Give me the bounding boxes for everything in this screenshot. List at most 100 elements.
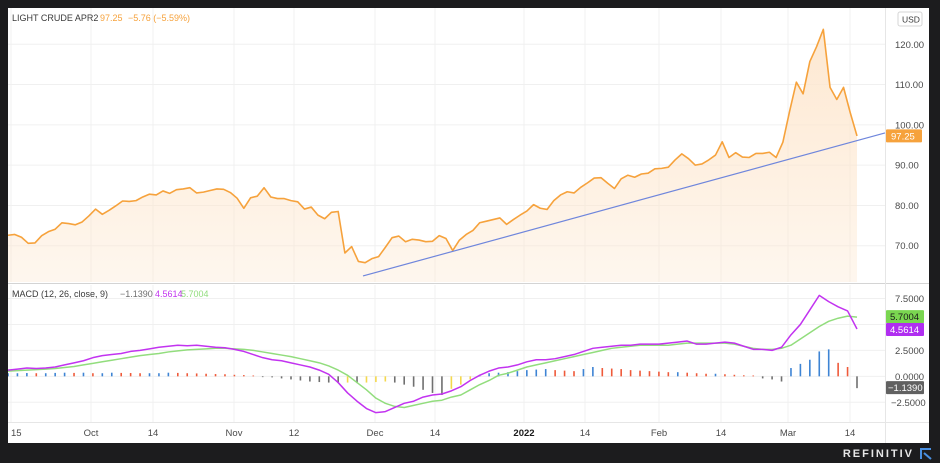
histogram-bar <box>658 371 660 377</box>
histogram-bar <box>16 373 19 377</box>
time-tick-label: Mar <box>780 428 796 439</box>
price-tick-label: 70.00 <box>895 241 919 252</box>
histogram-bar <box>365 376 368 383</box>
histogram-bar <box>837 362 839 377</box>
time-tick-label: 14 <box>716 428 727 439</box>
last-price-legend: 97.25 <box>100 13 123 23</box>
histogram-bar <box>856 376 858 389</box>
signal-value-label: 5.7004 <box>890 312 919 323</box>
histogram-bar <box>648 371 651 377</box>
signal-legend-value: 5.7004 <box>181 289 209 299</box>
histogram-bar <box>82 372 85 377</box>
price-tick-label: 100.00 <box>895 120 924 131</box>
histogram-bar <box>846 366 849 377</box>
histogram-bar <box>403 376 405 385</box>
histogram-bar <box>592 366 594 377</box>
histogram-bar <box>818 351 821 377</box>
histogram-bar <box>790 368 792 377</box>
histogram-bar <box>129 373 132 377</box>
macd-tick-label: 2.5000 <box>895 346 924 357</box>
histogram-bar <box>393 376 396 383</box>
histogram-bar <box>526 370 528 377</box>
histogram-bar <box>676 372 679 377</box>
chart-svg: 70.0080.0090.00100.00110.00120.0097.25LI… <box>7 8 929 443</box>
histogram-bar <box>469 376 472 380</box>
histogram-bar <box>639 370 641 377</box>
histogram-bar <box>318 376 321 383</box>
time-tick-label: 14 <box>148 428 159 439</box>
histogram-bar <box>535 369 538 377</box>
macd-hist-legend: −1.1390 <box>120 289 153 299</box>
histogram-bar <box>544 369 547 377</box>
price-area <box>8 29 857 282</box>
trendline[interactable] <box>362 132 886 277</box>
histogram-bar <box>733 374 736 377</box>
time-axis: 15 Oct 14 Nov 12 Dec 14 2022 14 Feb 14 Mar 14 <box>11 428 855 439</box>
currency-badge[interactable] <box>897 11 923 27</box>
macd-value-label: 4.5614 <box>890 325 919 336</box>
histogram-bar <box>827 349 830 377</box>
macd-value-badge <box>886 323 924 337</box>
time-tick-label: 12 <box>289 428 300 439</box>
histogram-bar <box>205 373 207 377</box>
price-legend: LIGHT CRUDE APR2 97.25 −5.76 (−5.59%) <box>12 13 190 23</box>
macd-tick-label: 7.5000 <box>895 294 924 305</box>
histogram-bar <box>280 376 283 379</box>
histogram-bar <box>148 373 151 377</box>
hist-value-label: −1.1390 <box>888 383 923 394</box>
histogram-bar <box>327 376 330 383</box>
chart-root: 70.0080.0090.00100.00110.00120.0097.25LI… <box>7 8 929 443</box>
histogram-bar <box>761 376 764 379</box>
last-price-label: 97.25 <box>891 131 915 142</box>
histogram-bar <box>695 373 698 377</box>
histogram-bar <box>705 373 707 377</box>
histogram-bar <box>290 376 292 380</box>
histogram-bar <box>252 375 255 377</box>
macd-tick-label: −2.5000 <box>891 398 926 409</box>
time-tick-label: Dec <box>367 428 384 439</box>
histogram-bar <box>158 373 160 377</box>
histogram-bar <box>516 371 519 377</box>
histogram-bar <box>601 368 604 377</box>
histogram-bar <box>809 359 811 377</box>
histogram-bar <box>261 376 264 378</box>
histogram-bar <box>384 376 387 382</box>
price-tick-label: 90.00 <box>895 161 919 172</box>
macd-histogram <box>7 349 858 396</box>
histogram-bar <box>563 370 566 377</box>
signal-line[interactable] <box>7 315 858 409</box>
histogram-bar <box>771 376 773 380</box>
histogram-bar <box>224 374 226 377</box>
brand-label: REFINITIV <box>842 448 914 460</box>
histogram-bar <box>431 376 434 393</box>
macd-legend-value: 4.5614 <box>155 289 183 299</box>
macd-tick-label: 0.0000 <box>895 372 924 383</box>
histogram-bar <box>299 376 302 381</box>
histogram-bar <box>507 372 509 377</box>
signal-value-badge <box>886 310 924 324</box>
histogram-bar <box>460 376 462 385</box>
histogram-bar <box>573 371 575 377</box>
histogram-bar <box>497 372 500 377</box>
histogram-bar <box>554 370 556 377</box>
time-tick-label: Feb <box>651 428 667 439</box>
histogram-bar <box>44 373 47 377</box>
histogram-bar <box>610 368 613 377</box>
symbol-label: LIGHT CRUDE APR2 <box>12 13 98 23</box>
price-line[interactable] <box>7 28 858 264</box>
histogram-bar <box>346 376 349 383</box>
price-tick-label: 110.00 <box>895 80 923 91</box>
histogram-bar <box>714 373 717 377</box>
macd-line[interactable] <box>7 294 858 414</box>
histogram-bar <box>7 373 9 377</box>
histogram-bar <box>450 376 453 389</box>
histogram-bar <box>92 373 94 377</box>
histogram-bar <box>488 373 490 377</box>
histogram-bar <box>356 376 358 384</box>
time-tick-label: 2022 <box>513 428 534 439</box>
time-tick-label: 14 <box>580 428 591 439</box>
time-tick-label: 14 <box>430 428 441 439</box>
histogram-bar <box>441 376 443 396</box>
